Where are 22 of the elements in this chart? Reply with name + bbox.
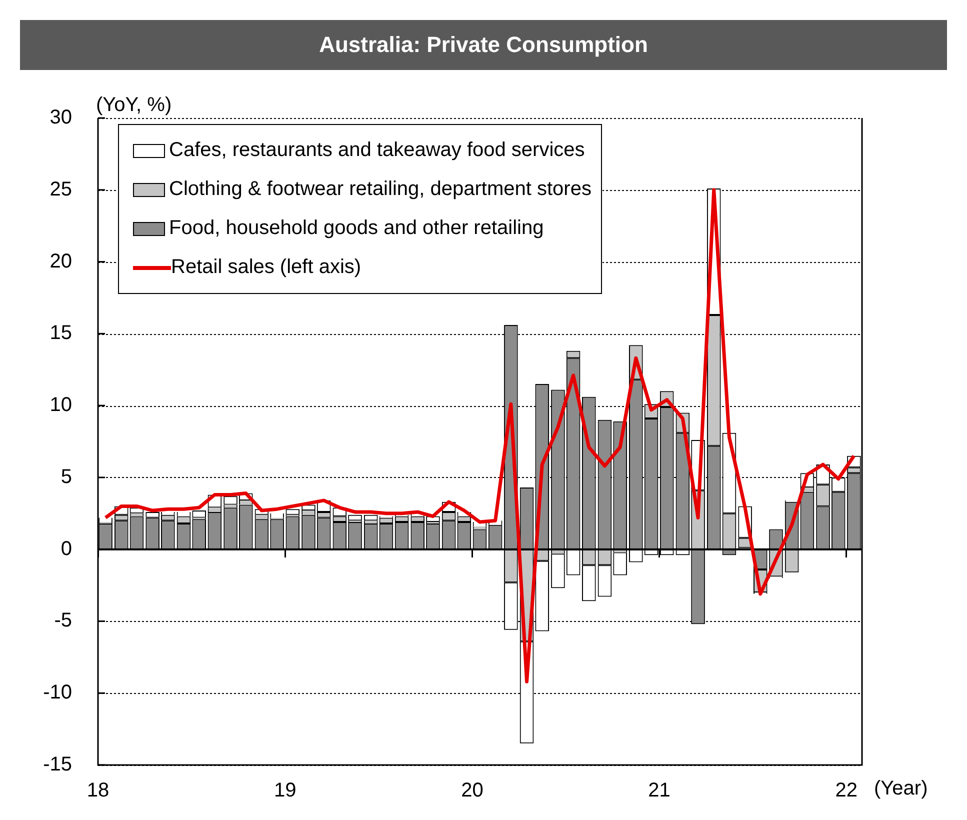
legend-label: Clothing & footwear retailing, department stores <box>169 178 592 201</box>
y-tick-label: 20 <box>50 250 72 272</box>
x-tick-label: 21 <box>648 780 670 802</box>
y-tick-label: 15 <box>50 322 72 344</box>
x-tick-label: 19 <box>274 780 296 802</box>
x-tick-label: 22 <box>835 780 858 802</box>
x-tick-label: 18 <box>86 780 110 802</box>
legend-label: Retail sales (left axis) <box>171 256 362 279</box>
y-tick-label: 5 <box>60 466 72 488</box>
y-tick-label: 25 <box>50 178 72 200</box>
y-tick-label: -10 <box>43 682 72 704</box>
y-tick-label: -15 <box>43 754 72 776</box>
y-axis-title: (YoY, %) <box>96 94 172 116</box>
chart-title: Australia: Private Consumption <box>20 20 947 70</box>
y-tick-label: 0 <box>60 538 72 560</box>
y-tick-label: -5 <box>54 610 72 632</box>
x-axis-title: (Year) <box>874 778 928 800</box>
y-tick-label: 10 <box>50 394 72 416</box>
legend-label: Cafes, restaurants and takeaway food services <box>169 139 585 162</box>
legend-label: Food, household goods and other retailing <box>169 217 544 240</box>
x-tick-label: 20 <box>461 780 484 802</box>
y-tick-label: 30 <box>50 106 72 129</box>
